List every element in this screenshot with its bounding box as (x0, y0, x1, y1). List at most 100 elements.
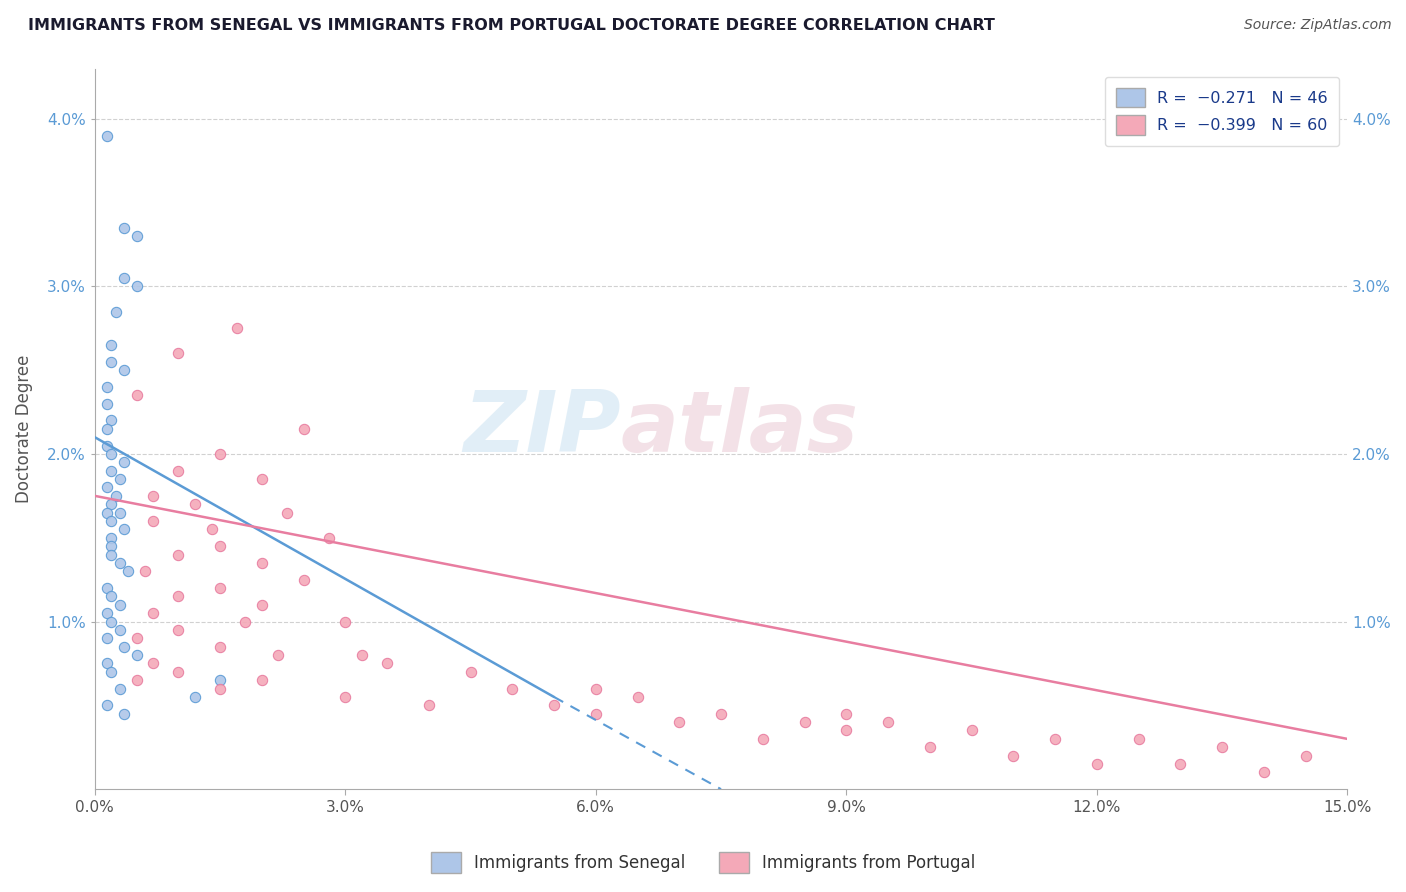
Point (100, 615, 122, 629)
Point (267, 648, 290, 662)
Point (100, 665, 122, 679)
Point (125, 388, 148, 402)
Point (250, 598, 273, 612)
Point (100, 497, 122, 511)
Point (96, 606, 118, 620)
Point (167, 346, 190, 360)
Legend: Immigrants from Senegal, Immigrants from Portugal: Immigrants from Senegal, Immigrants from… (425, 846, 981, 880)
Point (108, 681, 131, 696)
Point (108, 506, 131, 520)
Point (100, 590, 122, 604)
Point (1043, 731, 1066, 746)
Point (375, 657, 398, 671)
Point (292, 422, 315, 436)
Point (835, 723, 858, 738)
Point (108, 598, 131, 612)
Point (350, 648, 373, 662)
Point (233, 615, 256, 629)
Point (167, 548, 190, 562)
Point (125, 229, 148, 244)
Point (335, 690, 357, 704)
Point (208, 673, 231, 688)
Point (752, 731, 775, 746)
Point (96, 506, 118, 520)
Point (208, 581, 231, 595)
Point (96, 439, 118, 453)
Point (167, 590, 190, 604)
Point (142, 489, 165, 503)
Point (167, 665, 190, 679)
Point (100, 355, 122, 369)
Point (96, 481, 118, 495)
Point (318, 531, 340, 545)
Point (142, 514, 165, 528)
Point (117, 564, 139, 578)
Point (134, 564, 156, 578)
Point (96, 380, 118, 394)
Point (112, 640, 135, 654)
Text: IMMIGRANTS FROM SENEGAL VS IMMIGRANTS FROM PORTUGAL DOCTORATE DEGREE CORRELATION: IMMIGRANTS FROM SENEGAL VS IMMIGRANTS FR… (28, 18, 995, 33)
Point (100, 338, 122, 352)
Point (112, 706, 135, 721)
Point (184, 497, 207, 511)
Point (250, 472, 273, 486)
Point (1211, 740, 1233, 755)
Point (1253, 765, 1275, 780)
Point (918, 740, 941, 755)
Point (125, 673, 148, 688)
Point (201, 522, 224, 536)
Point (292, 573, 315, 587)
Point (96, 632, 118, 646)
Point (710, 706, 733, 721)
Point (125, 279, 148, 293)
Point (250, 556, 273, 570)
Legend: R =  −0.271   N = 46, R =  −0.399   N = 60: R = −0.271 N = 46, R = −0.399 N = 60 (1105, 77, 1340, 145)
Point (112, 522, 135, 536)
Text: ZIP: ZIP (463, 387, 621, 470)
Point (108, 556, 131, 570)
Point (96, 128, 118, 143)
Point (877, 715, 900, 730)
Point (208, 640, 231, 654)
Point (1168, 757, 1191, 772)
Point (335, 615, 357, 629)
Point (125, 648, 148, 662)
Point (225, 321, 247, 335)
Point (96, 422, 118, 436)
Point (1002, 748, 1025, 763)
Point (142, 606, 165, 620)
Point (125, 632, 148, 646)
Point (835, 706, 858, 721)
Point (208, 539, 231, 553)
Point (108, 472, 131, 486)
Point (100, 413, 122, 427)
Point (100, 447, 122, 461)
Point (104, 304, 127, 318)
Point (208, 681, 231, 696)
Point (543, 698, 565, 713)
Point (96, 698, 118, 713)
Point (112, 220, 135, 235)
Point (250, 673, 273, 688)
Point (96, 397, 118, 411)
Point (1128, 731, 1150, 746)
Point (668, 715, 690, 730)
Point (793, 715, 815, 730)
Point (276, 506, 298, 520)
Point (112, 455, 135, 469)
Point (104, 489, 127, 503)
Point (585, 681, 607, 696)
Point (208, 447, 231, 461)
Point (1085, 757, 1108, 772)
Point (112, 271, 135, 285)
Point (108, 623, 131, 637)
Point (100, 539, 122, 553)
Point (418, 698, 440, 713)
Point (100, 531, 122, 545)
Point (460, 665, 482, 679)
Point (142, 657, 165, 671)
Point (167, 464, 190, 478)
Point (585, 706, 607, 721)
Point (960, 723, 983, 738)
Point (184, 690, 207, 704)
